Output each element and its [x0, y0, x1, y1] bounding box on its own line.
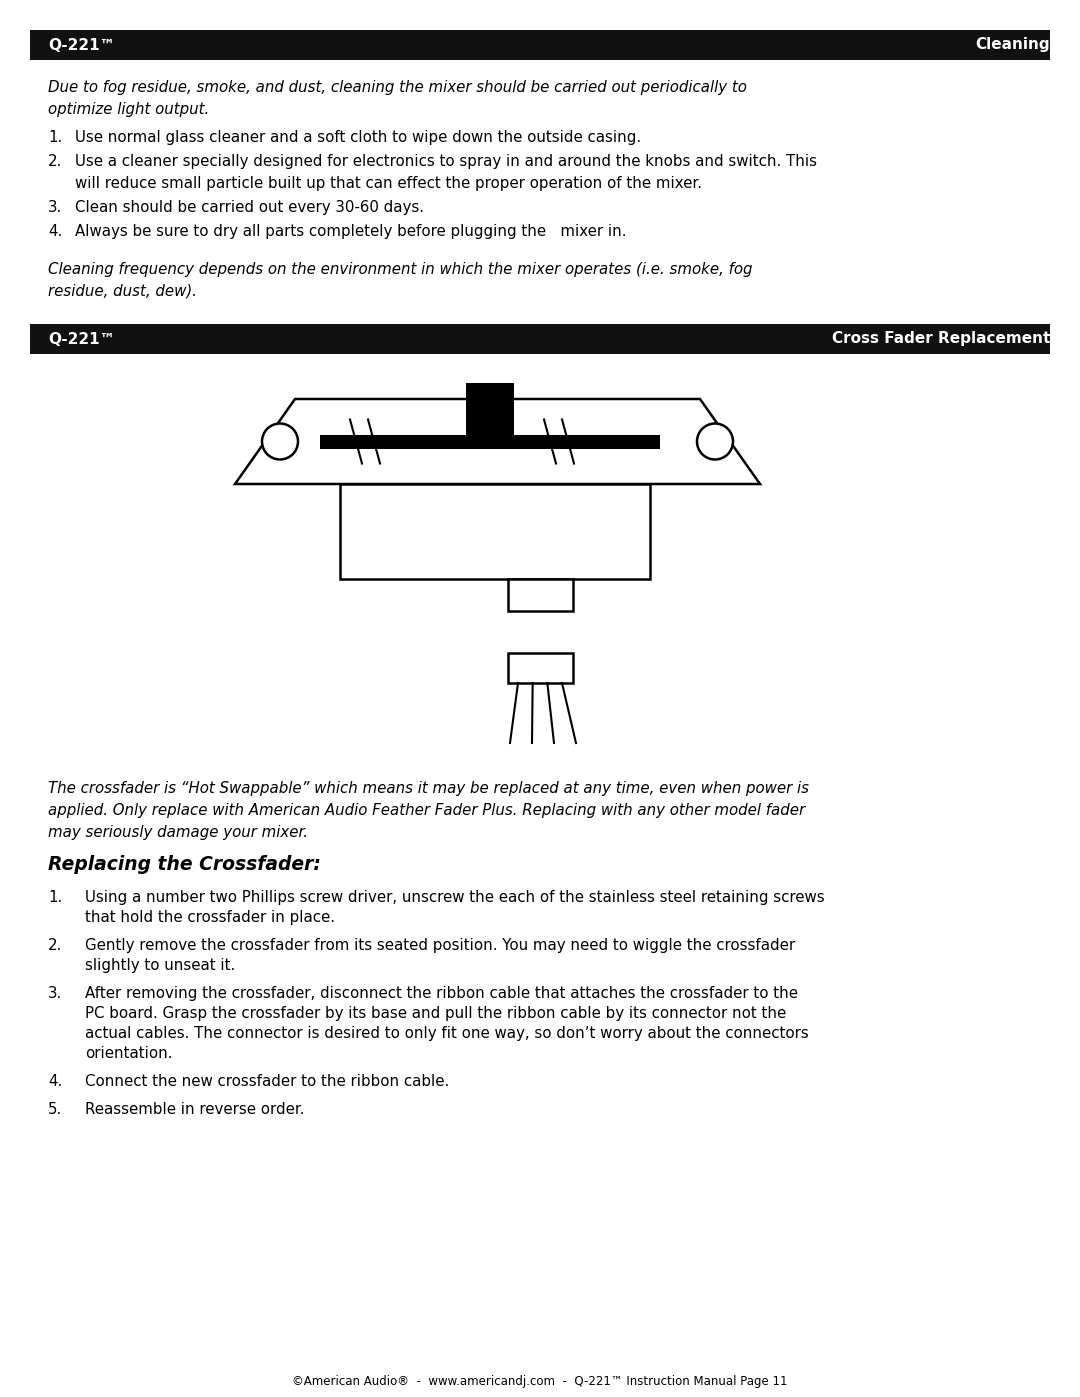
Bar [485, 383, 495, 448]
Text: will reduce small particle built up that can effect the proper operation of the : will reduce small particle built up that… [75, 176, 702, 191]
Text: 1.: 1. [48, 890, 63, 905]
Text: Gently remove the crossfader from its seated position. You may need to wiggle th: Gently remove the crossfader from its se… [85, 937, 795, 953]
Text: Connect the new crossfader to the ribbon cable.: Connect the new crossfader to the ribbon… [85, 1074, 449, 1090]
Bar [30, 324, 1050, 353]
Text: 4.: 4. [48, 1074, 63, 1090]
Bar [320, 434, 660, 448]
Text: ©American Audio®  -  www.americandj.com  -  Q-221™ Instruction Manual Page 11: ©American Audio® - www.americandj.com - … [293, 1375, 787, 1389]
Text: 4.: 4. [48, 224, 63, 239]
Bar [465, 383, 514, 434]
Text: Q-221™: Q-221™ [48, 331, 114, 346]
Text: 1.: 1. [48, 130, 63, 145]
Circle shape [697, 423, 733, 460]
Text: Use a cleaner specially designed for electronics to spray in and around the knob: Use a cleaner specially designed for ele… [75, 154, 816, 169]
Text: Replacing the Crossfader:: Replacing the Crossfader: [48, 855, 321, 875]
Text: Cleaning frequency depends on the environment in which the mixer operates (i.e. : Cleaning frequency depends on the enviro… [48, 263, 753, 277]
Text: optimize light output.: optimize light output. [48, 102, 210, 117]
Text: Due to fog residue, smoke, and dust, cleaning the mixer should be carried out pe: Due to fog residue, smoke, and dust, cle… [48, 80, 747, 95]
Bar [508, 578, 572, 610]
Text: slightly to unseat it.: slightly to unseat it. [85, 958, 235, 972]
Text: The crossfader is “Hot Swappable” which means it may be replaced at any time, ev: The crossfader is “Hot Swappable” which … [48, 781, 809, 796]
Text: applied. Only replace with American Audio Feather Fader Plus. Replacing with any: applied. Only replace with American Audi… [48, 803, 805, 819]
Text: Clean should be carried out every 30-60 days.: Clean should be carried out every 30-60 … [75, 200, 424, 215]
Text: Using a number two Phillips screw driver, unscrew the each of the stainless stee: Using a number two Phillips screw driver… [85, 890, 825, 905]
Text: 2.: 2. [48, 937, 63, 953]
Text: may seriously damage your mixer.: may seriously damage your mixer. [48, 826, 308, 840]
Polygon shape [235, 400, 760, 483]
Text: 2.: 2. [48, 154, 63, 169]
Text: Cleaning: Cleaning [975, 38, 1050, 53]
Text: Q-221™: Q-221™ [48, 38, 114, 53]
Text: 5.: 5. [48, 1102, 63, 1118]
Bar [30, 29, 1050, 60]
Text: 3.: 3. [48, 200, 63, 215]
Text: 3.: 3. [48, 986, 63, 1002]
Text: actual cables. The connector is desired to only fit one way, so don’t worry abou: actual cables. The connector is desired … [85, 1025, 809, 1041]
Bar [508, 652, 572, 683]
Text: After removing the crossfader, disconnect the ribbon cable that attaches the cro: After removing the crossfader, disconnec… [85, 986, 798, 1002]
Text: that hold the crossfader in place.: that hold the crossfader in place. [85, 909, 335, 925]
Text: residue, dust, dew).: residue, dust, dew). [48, 284, 197, 299]
Text: Reassemble in reverse order.: Reassemble in reverse order. [85, 1102, 305, 1118]
Bar [340, 483, 650, 578]
Text: Use normal glass cleaner and a soft cloth to wipe down the outside casing.: Use normal glass cleaner and a soft clot… [75, 130, 642, 145]
Text: PC board. Grasp the crossfader by its base and pull the ribbon cable by its conn: PC board. Grasp the crossfader by its ba… [85, 1006, 786, 1021]
Text: Always be sure to dry all parts completely before plugging the   mixer in.: Always be sure to dry all parts complete… [75, 224, 626, 239]
Text: orientation.: orientation. [85, 1046, 173, 1060]
Circle shape [262, 423, 298, 460]
Text: Cross Fader Replacement: Cross Fader Replacement [832, 331, 1050, 346]
